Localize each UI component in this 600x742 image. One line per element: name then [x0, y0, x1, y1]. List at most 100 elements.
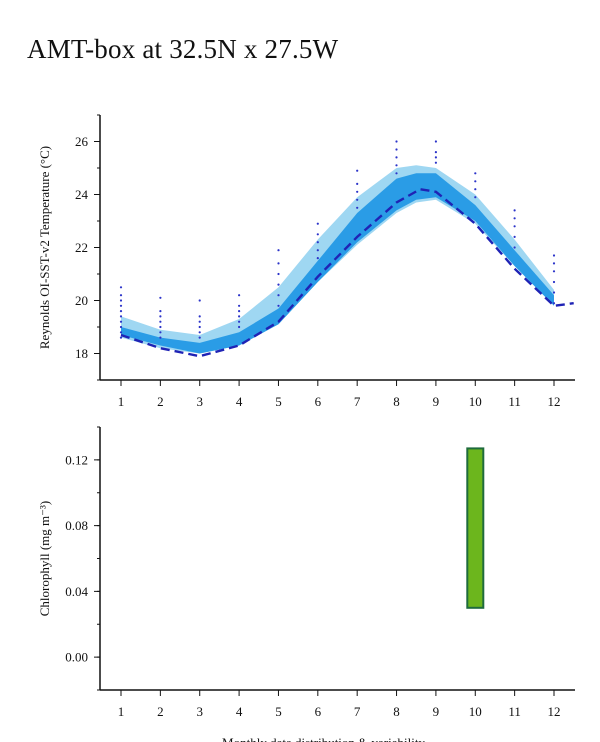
scatter-point [277, 249, 280, 252]
scatter-point [198, 320, 201, 323]
scatter-point [198, 336, 201, 339]
scatter-point [513, 225, 516, 228]
scatter-point [395, 172, 398, 175]
median-line [120, 187, 574, 358]
scatter-point [434, 161, 437, 164]
x-tick-label: 3 [196, 394, 203, 409]
scatter-point [552, 280, 556, 284]
y-tick-label: 0.12 [65, 452, 88, 467]
scatter-point [474, 188, 477, 191]
y-axis-title: Chlorophyll (mg m⁻³) [37, 501, 52, 616]
scatter-point [238, 294, 241, 297]
x-tick-label: 9 [433, 394, 440, 409]
scatter-point [356, 206, 359, 209]
x-tick-label: 4 [236, 394, 243, 409]
scatter-point [316, 257, 319, 260]
scatter-point [316, 222, 319, 225]
scatter-point [316, 241, 319, 244]
scatter-point [238, 315, 241, 318]
scatter-point [198, 331, 201, 334]
scatter-point [277, 283, 280, 286]
x-tick-label: 3 [196, 704, 203, 719]
scatter-point [434, 140, 437, 143]
x-tick-label: 2 [157, 704, 164, 719]
scatter-point [434, 151, 437, 154]
scatter-point [474, 172, 477, 175]
scatter-point [159, 296, 162, 299]
scatter-point [356, 198, 359, 201]
page-title: AMT-box at 32.5N x 27.5W [27, 34, 339, 64]
scatter-point [238, 320, 241, 323]
x-tick-label: 8 [393, 394, 400, 409]
y-tick-label: 0.00 [65, 650, 88, 665]
x-tick-label: 1 [118, 704, 125, 719]
scatter-point [159, 310, 162, 313]
scatter-point [198, 325, 201, 329]
y-tick-label: 20 [75, 293, 88, 308]
scatter-point [552, 262, 556, 265]
scatter-point [159, 315, 162, 318]
scatter-point [316, 249, 319, 252]
scatter-point [552, 254, 556, 257]
scatter-point [277, 304, 280, 307]
x-tick-label: 5 [275, 704, 282, 719]
scatter-point [277, 272, 280, 276]
y-tick-label: 26 [75, 134, 89, 149]
scatter-point [356, 190, 359, 193]
scatter-point [434, 156, 437, 159]
x-tick-label: 6 [315, 704, 322, 719]
x-tick-label: 8 [393, 704, 400, 719]
scatter-point [474, 180, 477, 183]
scatter-point [277, 262, 280, 265]
scatter-point [356, 169, 359, 172]
x-tick-label: 10 [469, 704, 482, 719]
scatter-point [395, 140, 398, 143]
y-tick-label: 0.04 [65, 584, 88, 599]
x-tick-label: 12 [548, 394, 561, 409]
scatter-point [395, 156, 398, 159]
scatter-point [552, 270, 556, 273]
scatter-point [513, 209, 516, 212]
x-tick-label: 1 [118, 394, 125, 409]
scatter-point [159, 325, 162, 329]
scatter-point [513, 246, 516, 249]
x-tick-label: 11 [508, 704, 521, 719]
y-tick-label: 22 [75, 240, 88, 255]
x-tick-label: 12 [548, 704, 561, 719]
scatter-point [119, 331, 123, 334]
x-tick-label: 5 [275, 394, 282, 409]
scatter-point [159, 320, 162, 323]
scatter-point [119, 304, 123, 307]
x-tick-label: 6 [315, 394, 322, 409]
x-tick-label: 11 [508, 394, 521, 409]
scatter-point [198, 315, 201, 318]
scatter-point [277, 294, 280, 297]
scatter-point [119, 299, 123, 302]
x-tick-label: 4 [236, 704, 243, 719]
scatter-point [238, 310, 241, 313]
scatter-point [119, 315, 123, 318]
scatter-point [513, 217, 516, 220]
x-tick-label: 7 [354, 394, 361, 409]
scatter-point [119, 325, 123, 329]
y-tick-label: 24 [75, 187, 89, 202]
scatter-point [552, 302, 556, 305]
scatter-point [356, 182, 359, 185]
chlorophyll-box [466, 447, 485, 609]
scatter-point [119, 336, 123, 339]
scatter-point [119, 286, 123, 289]
x-tick-label: 2 [157, 394, 164, 409]
x-tick-label: 9 [433, 704, 440, 719]
scatter-point [119, 310, 123, 313]
scatter-point [119, 320, 123, 323]
scatter-point [238, 304, 241, 307]
chlorophyll-chart: 1 2 3 4 5 6 7 8 9 10 11 120.000.040.080.12Chlorophy… [37, 426, 575, 742]
x-axis-title: Monthly data distribution & variability [222, 735, 425, 742]
scatter-point [395, 164, 398, 167]
y-axis-title: Reynolds OI-SST-v2 Temperature (°C) [37, 146, 52, 349]
scatter-point [159, 336, 162, 339]
scatter-point [474, 196, 477, 199]
x-tick-label: 10 [469, 394, 482, 409]
